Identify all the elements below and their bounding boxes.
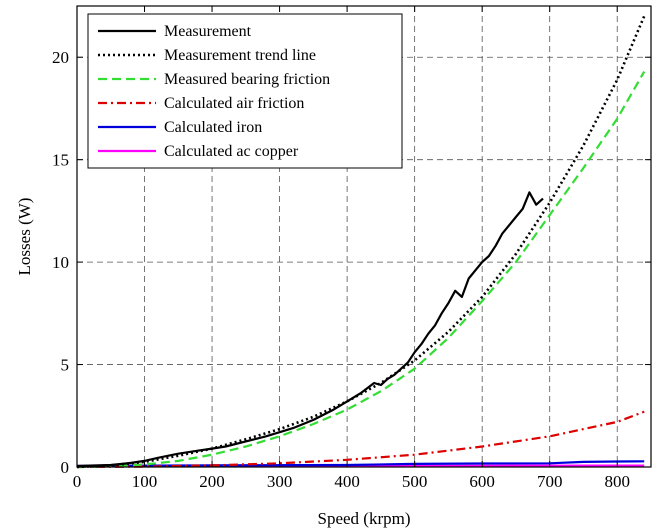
x-tick-label: 700: [537, 472, 563, 491]
x-tick-label: 300: [267, 472, 293, 491]
y-tick-label: 15: [52, 151, 69, 170]
x-tick-label: 0: [73, 472, 82, 491]
y-tick-label: 5: [61, 356, 70, 375]
plot-frame: [76, 5, 652, 468]
legend-label: Calculated ac copper: [164, 143, 299, 160]
y-tick-label: 10: [52, 253, 69, 272]
x-tick-label: 100: [132, 472, 158, 491]
legend-label: Measured bearing friction: [164, 71, 330, 88]
series-line-2: [76, 71, 646, 469]
legend-label: Measurement: [164, 23, 252, 40]
series-line-1: [76, 15, 646, 469]
ticks: 0 100 200 300 400 500 600 700 800 0 5 10 15 20: [52, 6, 651, 491]
series-line-3: [76, 410, 645, 469]
y-tick-label: 20: [52, 48, 69, 67]
x-tick-label: 600: [469, 472, 495, 491]
legend-box: [87, 13, 403, 169]
x-tick-label: 400: [334, 472, 360, 491]
legend-label: Calculated iron: [164, 119, 262, 136]
x-axis-label: Speed (krpm): [317, 509, 410, 528]
x-tick-label: 500: [402, 472, 428, 491]
legend-label: Measurement trend line: [164, 47, 316, 64]
series-line-0: [76, 191, 544, 468]
y-tick-label: 0: [61, 458, 70, 477]
x-tick-label: 800: [604, 472, 630, 491]
x-tick-label: 200: [199, 472, 225, 491]
y-axis-label: Losses (W): [15, 198, 34, 276]
legend: Measurement Measurement trend line Measure…: [87, 13, 403, 169]
legend-label: Calculated air friction: [164, 95, 304, 112]
